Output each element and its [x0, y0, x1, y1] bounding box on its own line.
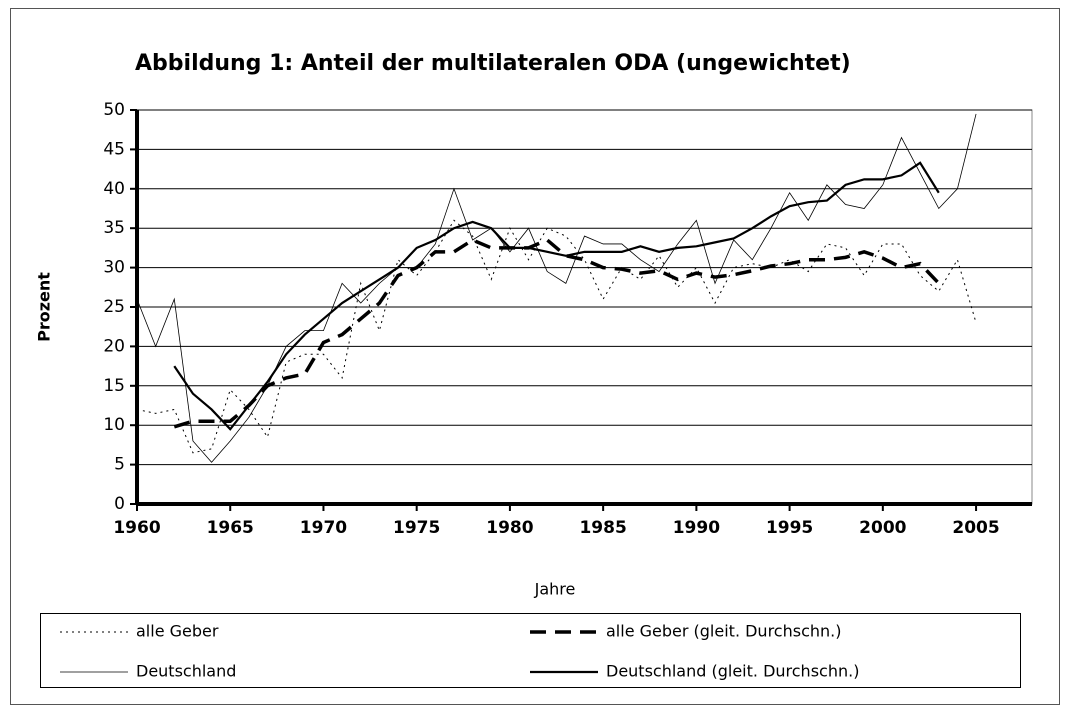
x-tick-label: 1980: [486, 518, 533, 538]
legend-label: alle Geber (gleit. Durchschn.): [606, 622, 841, 641]
x-tick-label: 1995: [766, 518, 813, 538]
legend-box: [40, 613, 1021, 688]
x-tick-label: 1970: [300, 518, 347, 538]
x-tick-label: 2000: [859, 518, 906, 538]
y-tick-label: 30: [103, 258, 125, 278]
x-axis-title: Jahre: [534, 580, 576, 599]
series-line: [136, 219, 977, 454]
y-tick-label: 50: [103, 100, 125, 120]
legend-label: Deutschland (gleit. Durchschn.): [606, 662, 859, 681]
x-tick-label: 1990: [673, 518, 720, 538]
x-tick-label: 1975: [393, 518, 440, 538]
y-tick-label: 0: [114, 494, 125, 514]
y-tick-label: 15: [103, 376, 125, 396]
frame: [10, 8, 1060, 705]
series-line: [136, 113, 977, 463]
y-tick-label: 5: [114, 455, 125, 475]
series-line: [173, 237, 941, 429]
x-tick-label: 1965: [207, 518, 254, 538]
y-tick-label: 35: [103, 218, 125, 238]
x-tick-label: 1985: [579, 518, 626, 538]
y-tick-label: 10: [103, 415, 125, 435]
x-tick-label: 2005: [952, 518, 999, 538]
legend-label: Deutschland: [136, 662, 236, 681]
y-tick-label: 25: [103, 297, 125, 317]
y-tick-label: 40: [103, 179, 125, 199]
y-axis-title: Prozent: [35, 272, 54, 342]
y-tick-label: 45: [103, 139, 125, 159]
legend-label: alle Geber: [136, 622, 219, 641]
y-tick-label: 20: [103, 336, 125, 356]
x-tick-label: 1960: [113, 518, 160, 538]
series-line: [173, 161, 940, 431]
chart-title: Abbildung 1: Anteil der multilateralen O…: [135, 51, 851, 76]
